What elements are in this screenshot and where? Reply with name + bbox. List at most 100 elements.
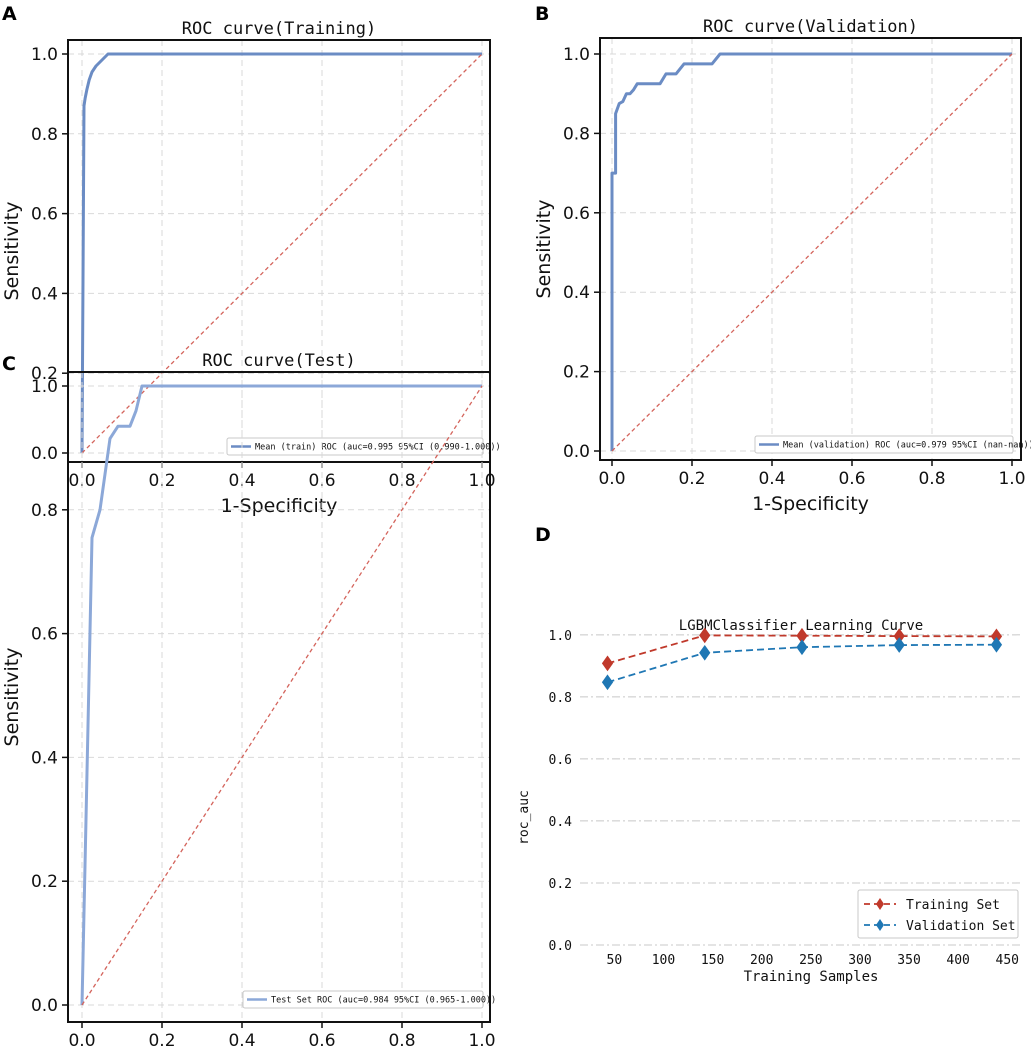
legend-box xyxy=(857,889,1019,939)
panel-letter: C xyxy=(2,353,16,375)
x-tick-label: 0.2 xyxy=(148,471,175,491)
chart-panel-c: C ROC curve(Test) 0.0 0.2 0.4 0.6 0.8 1.0 0.0 0.2… xyxy=(1,351,496,1048)
panel-letter: D xyxy=(535,524,551,546)
data-point-marker xyxy=(601,674,614,691)
x-tick-label: 100 xyxy=(652,953,675,968)
series-line-1 xyxy=(80,52,482,454)
x-tick-label: 250 xyxy=(799,953,822,968)
legend: Mean (validation) ROC (auc=0.979 95%CI (… xyxy=(754,435,1031,454)
y-axis-label: roc_auc xyxy=(517,790,532,845)
chart-title: LGBMClassifier Learning Curve xyxy=(679,618,923,634)
plot-frame xyxy=(67,39,491,463)
y-tick-label: 1.0 xyxy=(549,629,572,644)
x-tick-label: 0.6 xyxy=(838,469,865,489)
y-tick-label: 0.2 xyxy=(31,364,58,384)
legend: Mean (train) ROC (auc=0.995 95%CI (0.990… xyxy=(226,437,501,456)
legend-label: Mean (train) ROC (auc=0.995 95%CI (0.990… xyxy=(255,443,501,453)
y-tick-label: 0.6 xyxy=(31,205,58,225)
y-tick-label: 0.8 xyxy=(31,501,58,521)
y-tick-label: 0.0 xyxy=(31,444,58,464)
x-tick-label: 0.4 xyxy=(228,471,255,491)
x-tick-label: 0.2 xyxy=(678,469,705,489)
data-point-marker xyxy=(699,644,711,661)
y-tick-label: 0.8 xyxy=(549,691,572,706)
chart-panel-d: D LGBMClassifier Learning Curve 0.0 0.2 0.4 0… xyxy=(517,524,1022,985)
y-tick-label: 0.6 xyxy=(31,625,58,645)
x-tick-label: 0.0 xyxy=(68,1031,95,1048)
x-tick-label: 200 xyxy=(750,953,773,968)
series-line-1 xyxy=(80,384,482,1006)
chart-title: ROC curve(Training) xyxy=(182,19,376,39)
x-axis-label: Training Samples xyxy=(744,969,879,985)
legend: Test Set ROC (auc=0.984 95%CI (0.965-1.0… xyxy=(242,990,496,1009)
chance-diagonal-line xyxy=(81,53,483,454)
y-tick-label: 1.0 xyxy=(31,377,58,397)
x-tick-label: 0.0 xyxy=(68,471,95,491)
y-axis-label: Sensitivity xyxy=(533,200,555,299)
x-tick-label: 0.6 xyxy=(308,1031,335,1048)
x-tick-label: 1.0 xyxy=(468,1031,495,1048)
plot-frame xyxy=(67,371,491,1023)
y-tick-label: 0.4 xyxy=(31,748,58,768)
x-tick-label: 1.0 xyxy=(998,469,1025,489)
x-tick-label: 0.4 xyxy=(228,1031,255,1048)
x-axis-label: 1-Specificity xyxy=(752,493,869,515)
x-tick-label: 300 xyxy=(848,953,871,968)
legend-label: Test Set ROC (auc=0.984 95%CI (0.965-1.0… xyxy=(271,996,496,1006)
legend-label: Training Set xyxy=(906,898,1000,913)
y-tick-label: 0.0 xyxy=(563,442,590,462)
y-tick-label: 0.2 xyxy=(549,877,572,892)
legend-label: Mean (validation) ROC (auc=0.979 95%CI (… xyxy=(783,441,1031,451)
data-point-marker xyxy=(601,655,614,672)
x-tick-label: 0.8 xyxy=(388,471,415,491)
data-point-marker xyxy=(699,627,711,644)
y-tick-label: 0.2 xyxy=(31,872,58,892)
x-tick-label: 150 xyxy=(701,953,724,968)
y-tick-label: 1.0 xyxy=(563,45,590,65)
chance-diagonal-line xyxy=(81,385,483,1006)
x-tick-label: 1.0 xyxy=(468,471,495,491)
y-tick-label: 0.6 xyxy=(549,753,572,768)
x-tick-label: 0.4 xyxy=(758,469,785,489)
y-tick-label: 1.0 xyxy=(31,45,58,65)
x-tick-label: 50 xyxy=(607,953,623,968)
legend-box xyxy=(242,990,484,1009)
chart-panel-b: B ROC curve(Validation) 0.0 0.2 0.4 0.6 0.8 1.0… xyxy=(533,3,1031,515)
y-tick-label: 0.0 xyxy=(549,939,572,954)
legend: Training Set Validation Set xyxy=(857,889,1019,939)
y-tick-label: 0.8 xyxy=(563,124,590,144)
data-point-marker xyxy=(893,637,905,653)
y-tick-label: 0.0 xyxy=(31,996,58,1016)
y-tick-label: 0.4 xyxy=(31,284,58,304)
data-point-marker xyxy=(796,639,808,656)
legend-box xyxy=(226,437,484,456)
panel-letter: B xyxy=(535,3,549,25)
legend-marker xyxy=(876,919,884,931)
x-tick-label: 0.8 xyxy=(918,469,945,489)
x-tick-label: 450 xyxy=(996,953,1019,968)
legend-box xyxy=(754,435,1014,454)
x-tick-label: 0.6 xyxy=(308,471,335,491)
y-tick-label: 0.8 xyxy=(31,125,58,145)
y-tick-label: 0.6 xyxy=(563,204,590,224)
x-tick-label: 0.8 xyxy=(388,1031,415,1048)
x-axis-label: 1-Specificity xyxy=(221,495,338,517)
y-tick-label: 0.4 xyxy=(563,283,590,303)
chance-diagonal-line xyxy=(611,53,1013,452)
legend-marker xyxy=(876,898,884,910)
chart-title: ROC curve(Test) xyxy=(202,351,356,371)
x-tick-label: 0.2 xyxy=(148,1031,175,1048)
y-tick-label: 0.4 xyxy=(549,815,573,830)
data-point-marker xyxy=(990,636,1003,653)
x-tick-label: 0.0 xyxy=(598,469,625,489)
x-tick-label: 400 xyxy=(946,953,969,968)
y-tick-label: 0.2 xyxy=(563,363,590,383)
legend-label: Validation Set xyxy=(906,919,1016,934)
y-axis-label: Sensitivity xyxy=(1,648,23,747)
plot-frame xyxy=(599,37,1022,461)
x-tick-label: 350 xyxy=(897,953,920,968)
series-line-1 xyxy=(610,52,1012,451)
chart-title: ROC curve(Validation) xyxy=(703,17,918,37)
